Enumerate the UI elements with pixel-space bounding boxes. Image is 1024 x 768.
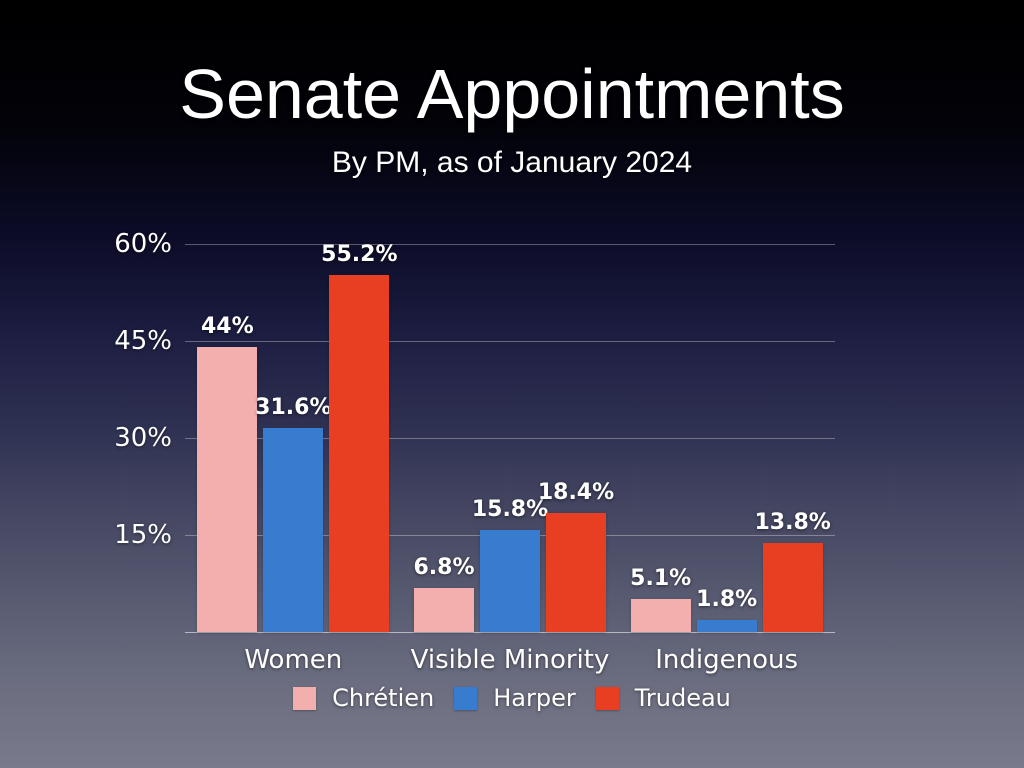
bar-trudeau-women	[329, 275, 390, 632]
bar-chrtien-visible-minority	[414, 588, 474, 632]
category-label-visible-minority: Visible Minority	[410, 645, 610, 675]
bar-harper-women	[263, 427, 324, 632]
bar-value-label: 13.8%	[754, 509, 831, 535]
legend-label: Harper	[493, 684, 576, 712]
category-label-indigenous: Indigenous	[655, 645, 799, 675]
y-axis-tick-label: 60%	[114, 229, 172, 259]
bar-value-label: 31.6%	[255, 394, 332, 420]
legend-item-harper: Harper	[454, 684, 576, 712]
x-axis-line	[185, 632, 835, 633]
legend-swatch-trudeau	[595, 686, 619, 710]
bar-value-label: 5.1%	[630, 566, 692, 592]
bar-value-label: 15.8%	[471, 496, 549, 522]
legend-swatch-chrtien	[293, 686, 317, 710]
bar-value-label: 55.2%	[321, 242, 398, 268]
gridline-45%	[185, 341, 835, 342]
bar-value-label: 18.4%	[537, 480, 615, 505]
legend-item-trudeau: Trudeau	[595, 684, 731, 712]
legend-swatch-harper	[454, 686, 478, 710]
bar-trudeau-indigenous	[762, 542, 823, 632]
y-axis-tick-label: 15%	[114, 520, 172, 550]
bar-value-label: 1.8%	[696, 587, 758, 613]
gridline-30%	[185, 438, 835, 439]
y-axis-tick-label: 45%	[114, 326, 172, 356]
slide-subtitle: By PM, as of January 2024	[331, 146, 693, 179]
bar-chrtien-women	[197, 347, 258, 632]
legend-label: Trudeau	[634, 684, 731, 712]
legend-item-chrtien: Chrétien	[293, 684, 434, 712]
bar-harper-indigenous	[696, 620, 757, 632]
bar-value-label: 44%	[200, 314, 254, 340]
bar-harper-visible-minority	[480, 529, 540, 632]
gridline-60%	[185, 244, 835, 245]
bar-chrtien-indigenous	[630, 599, 691, 632]
chart-legend: Chrétien Harper Trudeau	[0, 684, 1024, 712]
legend-label: Chrétien	[332, 684, 435, 712]
bar-value-label: 6.8%	[413, 555, 475, 581]
slide-title: Senate Appointments	[179, 55, 845, 133]
bar-trudeau-visible-minority	[546, 513, 606, 632]
category-label-women: Women	[244, 645, 343, 675]
y-axis-tick-label: 30%	[114, 423, 172, 453]
